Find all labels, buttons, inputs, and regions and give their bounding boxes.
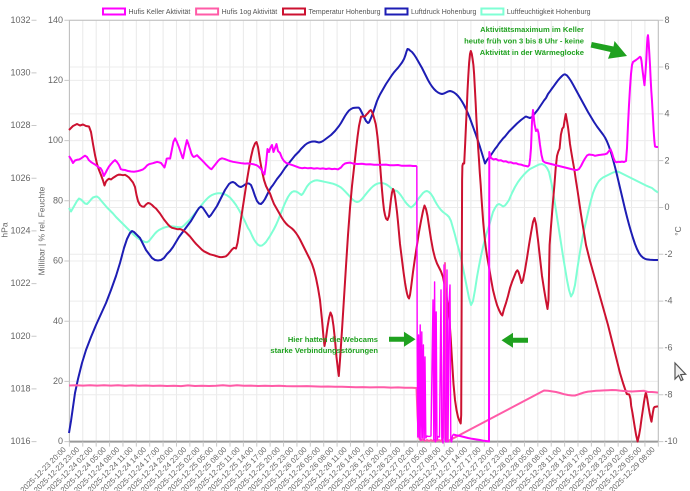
svg-text:0: 0	[665, 202, 670, 212]
svg-text:1026: 1026	[10, 173, 30, 183]
svg-text:1018: 1018	[10, 384, 30, 394]
svg-text:6: 6	[665, 62, 670, 72]
svg-text:hPa: hPa	[0, 222, 10, 237]
svg-text:1032: 1032	[10, 15, 30, 25]
svg-text:100: 100	[48, 135, 63, 145]
svg-text:0: 0	[58, 436, 63, 446]
svg-text:-6: -6	[665, 343, 673, 353]
svg-text:1030: 1030	[10, 68, 30, 78]
svg-text:Luftfeuchtigkeit Hohenburg: Luftfeuchtigkeit Hohenburg	[507, 9, 591, 16]
svg-text:8: 8	[665, 15, 670, 25]
svg-text:140: 140	[48, 15, 63, 25]
svg-text:Luftdruck Hohenburg: Luftdruck Hohenburg	[411, 9, 476, 16]
svg-text:-8: -8	[665, 389, 673, 399]
svg-text:2: 2	[665, 155, 670, 165]
svg-text:starke Verbindungsstörungen: starke Verbindungsstörungen	[270, 346, 378, 355]
svg-text:1022: 1022	[10, 278, 30, 288]
svg-text:-4: -4	[665, 296, 673, 306]
svg-text:20: 20	[53, 376, 63, 386]
svg-text:°C: °C	[673, 226, 683, 236]
svg-text:80: 80	[53, 195, 63, 205]
svg-text:-10: -10	[665, 436, 678, 446]
svg-text:1016: 1016	[10, 436, 30, 446]
svg-text:Temperatur Hohenburg: Temperatur Hohenburg	[309, 9, 381, 16]
svg-text:Hier hatten die Webcams: Hier hatten die Webcams	[288, 335, 378, 344]
svg-text:-2: -2	[665, 249, 673, 259]
svg-text:Hufis 1og Aktivität: Hufis 1og Aktivität	[222, 9, 278, 16]
svg-text:Aktivität in der Wärmeglocke: Aktivität in der Wärmeglocke	[480, 48, 584, 57]
svg-text:120: 120	[48, 75, 63, 85]
svg-text:heute früh von 3 bis 8 Uhr - k: heute früh von 3 bis 8 Uhr - keine	[464, 37, 584, 46]
svg-text:1020: 1020	[10, 331, 30, 341]
svg-text:Aktivitätsmaximum im Keller: Aktivitätsmaximum im Keller	[480, 25, 584, 34]
svg-text:60: 60	[53, 256, 63, 266]
svg-text:1028: 1028	[10, 120, 30, 130]
svg-text:Hufis Keller Aktivität: Hufis Keller Aktivität	[129, 9, 191, 16]
svg-text:40: 40	[53, 316, 63, 326]
svg-text:4: 4	[665, 108, 670, 118]
svg-text:Millibar | % rel. Feuchte: Millibar | % rel. Feuchte	[37, 186, 47, 275]
svg-text:1024: 1024	[10, 226, 30, 236]
